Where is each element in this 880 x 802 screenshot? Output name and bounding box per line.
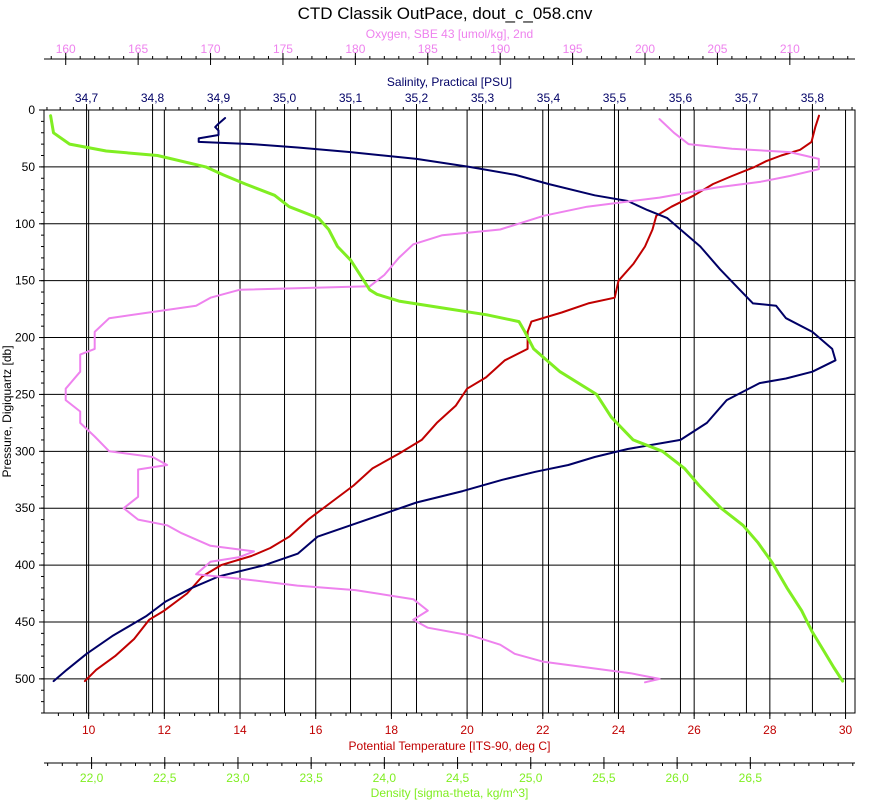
y-tick-label: 50 [22,160,36,174]
oxygen-tick-label: 205 [707,42,727,56]
oxygen-tick-label: 170 [201,42,221,56]
oxygen-tick-label: 180 [345,42,365,56]
salinity-tick-label: 34,7 [75,91,99,105]
y-tick-label: 350 [15,501,35,515]
salinity-tick-label: 35,0 [273,91,297,105]
salinity-tick-label: 35,4 [537,91,561,105]
y-tick-label: 450 [15,615,35,629]
oxygen-series-line [64,118,820,684]
temperature-tick-label: 30 [839,723,853,737]
salinity-axis-title: Salinity, Practical [PSU] [387,75,512,89]
salinity-tick-label: 35,7 [735,91,759,105]
temperature-axis: 10 12 14 16 18 20 22 24 26 28 30 Potential Temperat… [57,713,853,753]
temperature-tick-label: 26 [687,723,701,737]
oxygen-tick-label: 165 [128,42,148,56]
density-axis-title: Density [sigma-theta, kg/m^3] [371,786,529,800]
salinity-tick-label: 35,6 [669,91,693,105]
density-axis: 22,0 22,5 23,0 23,5 24,0 24,5 25,0 25,5 26,0 26,5… [44,757,855,800]
density-tick-label: 26,0 [665,771,689,785]
temperature-tick-label: 16 [309,723,323,737]
density-tick-label: 25,0 [519,771,543,785]
density-tick-label: 23,5 [299,771,323,785]
chart-title: CTD Classik OutPace, dout_c_058.cnv [298,4,593,23]
temperature-tick-label: 28 [763,723,777,737]
salinity-tick-label: 34,8 [141,91,165,105]
oxygen-tick-label: 210 [780,42,800,56]
salinity-tick-label: 35,3 [471,91,495,105]
oxygen-tick-label: 195 [563,42,583,56]
y-tick-label: 400 [15,558,35,572]
y-tick-label: 200 [15,331,35,345]
y-tick-label: 250 [15,387,35,401]
salinity-tick-label: 35,8 [801,91,825,105]
salinity-axis: 34,7 34,8 34,9 35,0 35,1 35,2 35,3 35,4 35,5 35,6… [46,75,853,110]
density-series-line [49,114,845,683]
y-tick-label: 0 [28,103,35,117]
density-tick-label: 24,0 [373,771,397,785]
temperature-tick-label: 20 [460,723,474,737]
grid [44,109,855,713]
oxygen-axis-title: Oxygen, SBE 43 [umol/kg], 2nd [366,27,533,41]
density-tick-label: 23,0 [226,771,250,785]
oxygen-tick-label: 200 [635,42,655,56]
temperature-axis-title: Potential Temperature [ITS-90, deg C] [349,739,551,753]
density-tick-label: 22,0 [80,771,104,785]
density-tick-label: 22,5 [153,771,177,785]
oxygen-axis: 160 165 170 175 180 185 190 195 200 205 210 Oxygen,… [44,27,855,65]
y-axis-label: Pressure, Digiquartz [db] [0,345,14,477]
y-tick-label: 150 [15,274,35,288]
y-tick-label: 300 [15,444,35,458]
temperature-tick-label: 10 [82,723,96,737]
oxygen-tick-label: 175 [273,42,293,56]
data-series [49,114,845,684]
y-tick-label: 100 [15,217,35,231]
temperature-tick-label: 22 [536,723,550,737]
salinity-tick-label: 35,1 [339,91,363,105]
salinity-tick-label: 35,2 [405,91,429,105]
temperature-tick-label: 14 [233,723,247,737]
y-tick-label: 500 [15,672,35,686]
density-tick-label: 24,5 [446,771,470,785]
density-tick-label: 26,5 [739,771,763,785]
oxygen-tick-label: 160 [56,42,76,56]
oxygen-tick-label: 190 [490,42,510,56]
density-tick-label: 25,5 [592,771,616,785]
temperature-tick-label: 24 [612,723,626,737]
salinity-tick-label: 34,9 [207,91,231,105]
salinity-series-line [52,117,837,683]
plot-frame [43,109,856,714]
temperature-tick-label: 12 [158,723,172,737]
temperature-tick-label: 18 [385,723,399,737]
temperature-series-line [83,114,820,683]
oxygen-tick-label: 185 [418,42,438,56]
salinity-tick-label: 35,5 [603,91,627,105]
